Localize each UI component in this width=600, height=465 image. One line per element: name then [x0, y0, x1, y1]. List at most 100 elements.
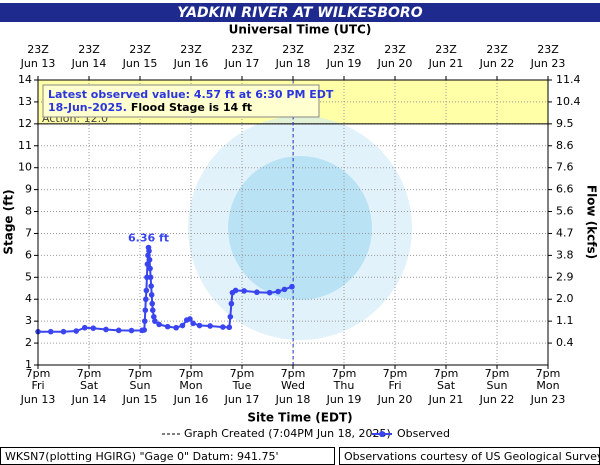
data-point: [148, 283, 154, 289]
x-tick-label: 7pm: [332, 367, 357, 380]
x-tick-label: Mon: [179, 379, 202, 392]
data-point: [227, 313, 234, 320]
top-tick-label: 23Z: [78, 43, 100, 56]
y2-tick-label: 4.7: [556, 226, 574, 239]
top-tick-label: 23Z: [486, 43, 508, 56]
top-tick-label: Jun 14: [71, 57, 107, 70]
data-point: [143, 296, 149, 303]
top-tick-label: 23Z: [384, 43, 406, 56]
x-tick-label: Jun 13: [20, 393, 56, 406]
data-point: [266, 289, 273, 296]
watermark: [228, 156, 372, 300]
x-tick-label: 7pm: [536, 367, 561, 380]
top-tick-label: 23Z: [180, 43, 202, 56]
x-tick-label: 7pm: [434, 367, 459, 380]
y-tick-label: 7: [25, 226, 32, 239]
top-tick-label: Jun 20: [377, 57, 413, 70]
top-tick-label: 23Z: [282, 43, 304, 56]
data-point: [179, 322, 186, 329]
y-tick-label: 14: [18, 73, 32, 86]
x-tick-label: Tue: [232, 379, 252, 392]
x-tick-label: Jun 16: [173, 393, 209, 406]
data-point: [81, 324, 88, 331]
y2-tick-label: 7.6: [556, 161, 574, 174]
top-tick-label: 23Z: [435, 43, 457, 56]
x-tick-label: 7pm: [128, 367, 153, 380]
top-tick-label: 23Z: [27, 43, 49, 56]
y2-tick-label: 2.9: [556, 270, 574, 283]
data-point: [147, 274, 154, 281]
data-point: [207, 323, 213, 329]
note-text: 18-Jun-2025.: [48, 101, 127, 114]
y-tick-label: 5: [25, 270, 32, 283]
data-point: [228, 300, 235, 307]
note-line: Latest observed value: 4.57 ft at 6:30 P…: [48, 88, 334, 101]
peak-label: 6.36 ft: [128, 231, 169, 244]
y-tick-label: 9: [25, 183, 32, 196]
y2-axis-label: Flow (kcfs): [585, 185, 599, 259]
x-tick-label: Jun 23: [530, 393, 566, 406]
data-point: [73, 328, 80, 334]
x-tick-label: 7pm: [26, 367, 51, 380]
x-tick-label: Jun 15: [122, 393, 158, 406]
x-tick-label: Jun 22: [479, 393, 515, 406]
footer-right: Observations courtesy of US Geological S…: [344, 450, 600, 463]
data-point: [141, 318, 148, 324]
top-tick-label: Jun 22: [479, 57, 515, 70]
y-tick-label: 10: [18, 161, 32, 174]
y2-tick-label: 0.4: [556, 336, 574, 349]
top-tick-label: Jun 18: [275, 57, 311, 70]
y2-tick-label: 11.4: [556, 73, 581, 86]
top-tick-label: Jun 21: [428, 57, 464, 70]
note-box: [42, 84, 320, 118]
data-point: [149, 307, 156, 313]
footer-left: WKSN7(plotting HGIRG) "Gage 0" Datum: 94…: [5, 450, 279, 463]
data-point: [143, 287, 150, 294]
x-tick-label: Jun 17: [224, 393, 260, 406]
x-tick-label: 7pm: [485, 367, 510, 380]
top-tick-label: Jun 15: [122, 57, 158, 70]
y-tick-label: 13: [18, 95, 32, 108]
data-point: [220, 324, 226, 330]
data-point: [226, 324, 233, 331]
y2-tick-label: 5.6: [556, 205, 574, 218]
y2-tick-label: 8.6: [556, 139, 574, 152]
x-tick-label: Thu: [333, 379, 355, 392]
data-point: [173, 324, 179, 331]
y-tick-label: 11: [18, 139, 32, 152]
legend-label: Observed: [397, 427, 450, 440]
x-tick-label: Sat: [437, 379, 456, 392]
y-tick-label: 1: [25, 358, 32, 371]
x-tick-label: 7pm: [281, 367, 306, 380]
x-tick-label: Wed: [281, 379, 305, 392]
top-tick-label: Jun 17: [224, 57, 260, 70]
top-tick-label: Jun 19: [326, 57, 362, 70]
title-bar: [0, 3, 600, 22]
y2-tick-label: 10.4: [556, 95, 581, 108]
data-point: [146, 256, 153, 263]
top-tick-label: 23Z: [231, 43, 253, 56]
y2-tick-label: 3.8: [556, 248, 574, 261]
y2-tick-label: 6.6: [556, 183, 574, 196]
x-tick-label: 7pm: [383, 367, 408, 380]
x-axis-label: Site Time (EDT): [247, 411, 352, 425]
x-tick-label: Fri: [31, 379, 44, 392]
data-point: [196, 322, 203, 329]
data-point: [164, 323, 171, 330]
x-tick-label: Sat: [80, 379, 99, 392]
y-tick-label: 12: [18, 117, 32, 130]
x-tick-label: Jun 14: [71, 393, 107, 406]
top-axis-label: Universal Time (UTC): [229, 23, 372, 37]
x-tick-label: Sun: [130, 379, 151, 392]
y-tick-label: 8: [25, 205, 32, 218]
legend-swatch: [379, 431, 385, 437]
y-tick-label: 2: [25, 336, 32, 349]
data-point: [254, 289, 260, 296]
data-point: [146, 248, 152, 254]
x-tick-label: 7pm: [179, 367, 204, 380]
data-point: [141, 327, 148, 333]
data-point: [128, 327, 135, 334]
data-point: [103, 326, 109, 333]
x-tick-label: 7pm: [230, 367, 255, 380]
data-point: [144, 261, 151, 267]
